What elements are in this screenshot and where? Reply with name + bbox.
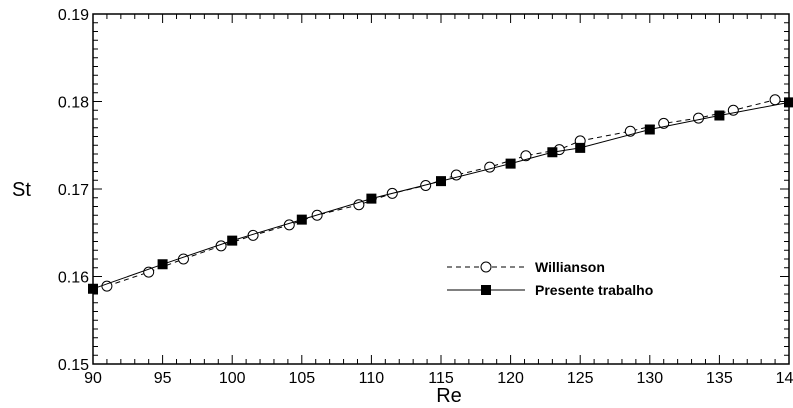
data-point: [575, 142, 586, 153]
y-tick-label: 0.19: [58, 7, 89, 24]
data-point: [484, 161, 496, 173]
y-tick-label: 0.18: [58, 95, 89, 112]
data-point: [88, 283, 98, 294]
legend-marker-2: [481, 285, 491, 295]
data-point: [366, 193, 377, 204]
x-tick-label: 110: [359, 370, 385, 387]
x-tick-label: 120: [497, 370, 524, 387]
data-point: [644, 124, 655, 135]
data-point: [227, 235, 238, 246]
x-tick-label: 115: [428, 370, 454, 387]
data-point: [143, 266, 155, 278]
x-tick-label: 100: [219, 370, 246, 387]
y-tick-label: 0.16: [58, 270, 89, 287]
data-point: [505, 158, 516, 169]
y-tick-label: 0.15: [58, 357, 89, 374]
y-axis-title: St: [12, 179, 31, 201]
series-line-2: [92, 101, 790, 290]
x-tick-label: 135: [706, 370, 733, 387]
series-2: [88, 97, 793, 294]
data-point: [547, 147, 558, 158]
legend: Willianson Presente trabalho: [447, 259, 653, 298]
data-point: [436, 176, 446, 187]
x-tick-label: 90: [84, 370, 102, 387]
data-point: [784, 97, 793, 108]
data-point: [353, 199, 365, 211]
legend-marker-1: [480, 261, 492, 273]
x-axis-title: Re: [436, 385, 462, 407]
data-point: [769, 94, 781, 106]
data-point: [693, 112, 705, 124]
legend-label-2: Presente trabalho: [535, 282, 653, 298]
x-tick-label: 130: [636, 370, 663, 387]
data-point: [714, 110, 725, 121]
data-point: [296, 214, 307, 225]
x-tick-label: 140: [776, 370, 793, 387]
x-tick-label: 125: [567, 370, 594, 387]
data-point: [420, 180, 432, 191]
x-tick-label: 95: [154, 370, 172, 387]
x-tick-label: 105: [288, 370, 315, 387]
series-line-1: [106, 99, 776, 287]
legend-label-1: Willianson: [535, 259, 605, 275]
y-tick-label: 0.17: [58, 182, 89, 199]
plot-border: [92, 13, 790, 365]
data-point: [157, 259, 168, 270]
data-point: [520, 150, 532, 162]
